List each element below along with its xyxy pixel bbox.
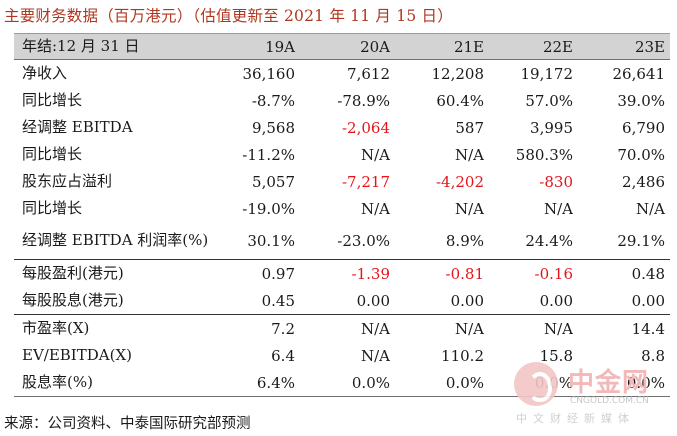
table-cell: -2,064 (341, 118, 390, 137)
watermark-domain: CNGOLD.COM.CN (570, 396, 649, 406)
table-cell: 19,172 (520, 64, 574, 83)
source-note: 来源：公司资料、中泰国际研究部预测 (4, 416, 251, 432)
table-cell: 5,057 (252, 172, 295, 191)
table-cell: 7,612 (347, 64, 390, 83)
header-year-end-label: 年结:12 月 31 日 (22, 37, 140, 55)
table-row: 净收入 36,160 7,612 12,208 19,172 26,641 (14, 60, 670, 87)
table-cell: 30.1% (247, 231, 295, 250)
header-year-21e: 21E (453, 37, 484, 56)
table-cell: N/A (360, 145, 390, 164)
watermark-tagline: 中文财经新媒体 (516, 412, 635, 425)
table-cell: 110.2 (441, 346, 484, 365)
table-cell: 0.0% (445, 373, 484, 392)
table-cell: 8.8 (641, 346, 665, 365)
table-row: 经调整 EBITDA 9,568 -2,064 587 3,995 6,790 (14, 114, 670, 141)
table-cell: N/A (543, 319, 573, 338)
table-cell: 14.4 (631, 319, 665, 338)
table-cell: N/A (360, 346, 390, 365)
table-row: 每股盈利(港元) 0.97 -1.39 -0.81 -0.16 0.48 (14, 259, 670, 287)
table-cell: N/A (360, 199, 390, 218)
table-cell: 15.8 (539, 346, 573, 365)
table-cell: 70.0% (617, 145, 665, 164)
table-cell: -19.0% (242, 199, 295, 218)
table-cell: 6,790 (622, 118, 665, 137)
table-cell: 580.3% (515, 145, 573, 164)
table-row: 经调整 EBITDA 利润率(%) 30.1% -23.0% 8.9% 24.4% 29.… (14, 222, 670, 259)
table-cell: 60.4% (436, 91, 484, 110)
table-cell: 0.0% (626, 373, 665, 392)
row-label: 每股盈利(港元) (22, 264, 124, 282)
table-cell: 0.00 (631, 291, 665, 310)
row-label: 每股股息(港元) (22, 291, 124, 309)
table-row: 同比增长 -8.7% -78.9% 60.4% 57.0% 39.0% (14, 87, 670, 114)
table-row: 市盈率(X) 7.2 N/A N/A N/A 14.4 (14, 314, 670, 342)
table-body: 净收入 36,160 7,612 12,208 19,172 26,641 同比增长 -8.7… (14, 60, 670, 396)
header-year-20a: 20A (360, 37, 390, 56)
table-cell: 6.4 (271, 346, 295, 365)
table-cell: 7.2 (271, 319, 295, 338)
row-label: 经调整 EBITDA 利润率(%) (22, 231, 209, 249)
table-cell: 8.9% (445, 231, 484, 250)
table-cell: 36,160 (242, 64, 296, 83)
row-label: 市盈率(X) (22, 319, 90, 337)
table-cell: 0.97 (261, 264, 295, 283)
row-label: 经调整 EBITDA (22, 118, 133, 136)
table-cell: -830 (539, 172, 573, 191)
table-cell: -0.81 (445, 264, 484, 283)
table-cell: 39.0% (617, 91, 665, 110)
table-cell: N/A (454, 319, 484, 338)
header-year-19a: 19A (265, 37, 295, 56)
table-cell: 9,568 (252, 118, 295, 137)
table-cell: N/A (454, 199, 484, 218)
table-cell: N/A (635, 199, 665, 218)
row-label: 同比增长 (22, 91, 83, 109)
table-cell: -23.0% (337, 231, 390, 250)
table-cell: -4,202 (435, 172, 484, 191)
table-cell: 3,995 (530, 118, 573, 137)
table-cell: -11.2% (242, 145, 295, 164)
row-label: 同比增长 (22, 199, 83, 217)
cngold-logo-icon (514, 362, 558, 406)
watermark-name: 中金网 (568, 368, 650, 398)
table-cell: -0.16 (534, 264, 573, 283)
table-cell: 29.1% (617, 231, 665, 250)
table-cell: 0.45 (261, 291, 295, 310)
table-cell: 0.48 (631, 264, 665, 283)
header-year-23e: 23E (634, 37, 665, 56)
table-cell: N/A (454, 145, 484, 164)
table-cell: 57.0% (525, 91, 573, 110)
table-cell: -7,217 (341, 172, 390, 191)
table-cell: 24.4% (525, 231, 573, 250)
table-cell: 587 (455, 118, 484, 137)
table-cell: -8.7% (251, 91, 295, 110)
table-header-row: 年结:12 月 31 日 19A 20A 21E 22E 23E (14, 33, 670, 60)
row-label: 股东应占溢利 (22, 172, 113, 190)
table-cell: N/A (360, 319, 390, 338)
table-row: 每股股息(港元) 0.45 0.00 0.00 0.00 0.00 (14, 287, 670, 314)
watermark: 中金网 CNGOLD.COM.CN 中文财经新媒体 (512, 360, 672, 426)
row-label: 净收入 (22, 64, 68, 82)
table-cell: 0.00 (539, 291, 573, 310)
table-row: EV/EBITDA(X) 6.4 N/A 110.2 15.8 8.8 (14, 342, 670, 369)
financial-table: 年结:12 月 31 日 19A 20A 21E 22E 23E 净收入 36,1… (14, 33, 670, 397)
table-row: 股东应占溢利 5,057 -7,217 -4,202 -830 2,486 (14, 168, 670, 195)
table-title: 主要财务数据（百万港元）（估值更新至 2021 年 11 月 15 日） (4, 7, 453, 25)
table-row: 同比增长 -11.2% N/A N/A 580.3% 70.0% (14, 141, 670, 168)
row-label: 股息率(%) (22, 373, 93, 391)
table-cell: 6.4% (256, 373, 295, 392)
table-cell: 12,208 (431, 64, 485, 83)
header-year-22e: 22E (542, 37, 573, 56)
table-row: 同比增长 -19.0% N/A N/A N/A N/A (14, 195, 670, 222)
table-cell: 26,641 (612, 64, 666, 83)
table-cell: N/A (543, 199, 573, 218)
table-cell: 0.0% (351, 373, 390, 392)
row-label: EV/EBITDA(X) (22, 346, 132, 364)
table-cell: 2,486 (622, 172, 665, 191)
table-cell: -78.9% (337, 91, 390, 110)
table-cell: 0.00 (356, 291, 390, 310)
table-cell: 0.00 (450, 291, 484, 310)
table-cell: -1.39 (351, 264, 390, 283)
row-label: 同比增长 (22, 145, 83, 163)
